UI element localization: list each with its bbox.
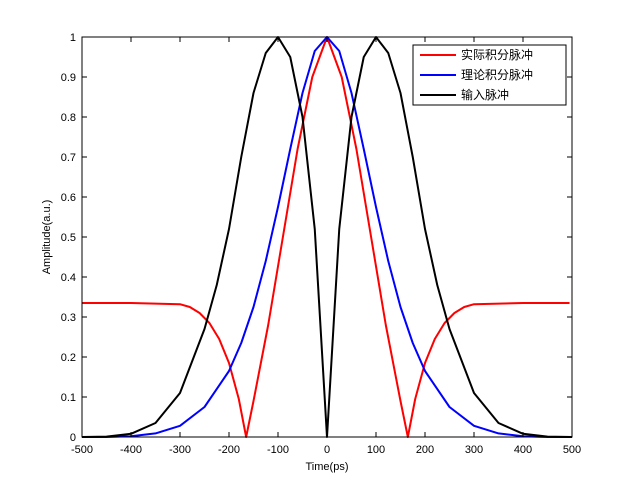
legend-label-theoretical: 理论积分脉冲 xyxy=(461,67,533,82)
y-axis-label: Amplitude(a.u.) xyxy=(41,200,53,275)
y-tick-label: 0 xyxy=(70,432,76,444)
x-tick-label: -500 xyxy=(71,444,93,456)
x-tick-label: 0 xyxy=(324,444,330,456)
legend-label-input: 输入脉冲 xyxy=(461,87,509,102)
y-tick-label: 0.5 xyxy=(61,232,76,244)
x-tick-label: -100 xyxy=(267,444,289,456)
y-tick-label: 0.3 xyxy=(61,312,76,324)
x-tick-label: 500 xyxy=(563,444,581,456)
legend-label-actual: 实际积分脉冲 xyxy=(461,47,533,62)
x-tick-label: 200 xyxy=(416,444,434,456)
y-tick-label: 0.6 xyxy=(61,192,76,204)
x-axis-ticks: -500 -400 -300 -200 -100 0 100 200 300 400 500 xyxy=(71,37,581,456)
y-tick-label: 0.8 xyxy=(61,112,76,124)
x-tick-label: 300 xyxy=(465,444,483,456)
x-tick-label: 400 xyxy=(514,444,532,456)
y-tick-label: 0.2 xyxy=(61,352,76,364)
y-axis-ticks: 0 0.1 0.2 0.3 0.4 0.5 0.6 0.7 0.8 0.9 1 xyxy=(61,32,572,444)
x-tick-label: -400 xyxy=(120,444,142,456)
y-tick-label: 0.4 xyxy=(61,272,76,284)
x-tick-label: -200 xyxy=(218,444,240,456)
y-tick-label: 0.7 xyxy=(61,152,76,164)
x-axis-label: Time(ps) xyxy=(306,461,349,473)
x-tick-label: -300 xyxy=(169,444,191,456)
y-tick-label: 0.9 xyxy=(61,72,76,84)
x-tick-label: 100 xyxy=(367,444,385,456)
y-tick-label: 1 xyxy=(70,32,76,44)
y-tick-label: 0.1 xyxy=(61,392,76,404)
legend: 实际积分脉冲 理论积分脉冲 输入脉冲 xyxy=(412,44,567,106)
series-line-0 xyxy=(82,36,570,438)
